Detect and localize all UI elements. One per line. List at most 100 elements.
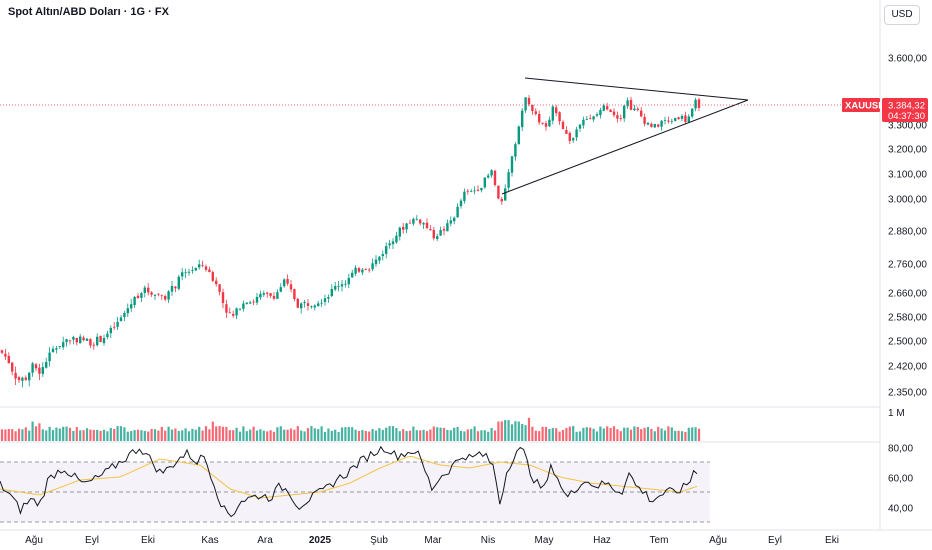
volume-bar [680, 431, 684, 441]
volume-bar [442, 427, 446, 441]
volume-bar [55, 427, 58, 441]
volume-bar [517, 421, 520, 441]
volume-bar [660, 428, 663, 441]
volume-bar [68, 427, 72, 441]
candle-body [34, 364, 38, 369]
candle-body [320, 302, 323, 304]
candle-body [228, 312, 231, 314]
candle-body [660, 120, 663, 127]
candle-body [72, 336, 75, 340]
volume-bar [221, 426, 225, 441]
volume-bar [432, 426, 435, 441]
volume-bar [385, 427, 388, 441]
rsi-line [0, 445, 698, 518]
trendline-upper[interactable] [524, 77, 749, 101]
candle-body [279, 287, 282, 292]
candle-body [126, 308, 129, 314]
volume-bar [113, 429, 116, 441]
candle-body [364, 269, 367, 270]
volume-bar [544, 426, 548, 441]
candle-body [402, 226, 405, 230]
time-axis-tick: Haz [593, 535, 611, 546]
candle-body [11, 362, 14, 372]
volume-bar [677, 430, 680, 441]
currency-button[interactable]: USD [884, 5, 920, 25]
volume-bar [405, 431, 408, 441]
volume-bar [116, 426, 119, 441]
candle-body [459, 200, 463, 207]
candle-body [412, 218, 415, 224]
candle-body [327, 297, 330, 299]
candle-body [167, 291, 170, 300]
candle-body [425, 222, 429, 229]
volume-bar [17, 428, 21, 441]
candle-body [130, 304, 133, 309]
volume-axis-tick: 1 M [888, 408, 905, 419]
volume-bar [493, 430, 497, 441]
candle-body [504, 188, 507, 201]
volume-bar [279, 426, 282, 441]
candle-body [524, 97, 527, 111]
time-axis-tick: Eyl [85, 535, 99, 546]
volume-bar [4, 429, 7, 441]
candle-body [595, 114, 599, 116]
candle-body [0, 350, 4, 353]
volume-bar [150, 428, 153, 441]
candle-body [466, 190, 469, 192]
candle-body [602, 105, 605, 111]
price-tag-symbol: XAUUSD [845, 101, 885, 112]
candle-body [170, 285, 174, 292]
volume-bar [157, 430, 160, 441]
candle-body [147, 287, 150, 293]
volume-bar [41, 429, 44, 441]
volume-bar [558, 431, 561, 441]
candle-body [89, 338, 92, 346]
volume-bar [425, 431, 429, 441]
price-tag: XAUUSD 3.384,32 04:37:30 [842, 98, 928, 122]
candle-body [119, 317, 123, 322]
volume-bar [483, 430, 486, 441]
volume-bar [140, 430, 143, 441]
volume-bar [272, 431, 276, 441]
candle-body [194, 267, 197, 271]
candle-body [429, 229, 432, 231]
candle-body [266, 292, 269, 294]
volume-bar [24, 427, 27, 441]
volume-bar [497, 421, 500, 441]
candle-body [453, 217, 456, 222]
candle-body [259, 293, 262, 298]
candle-body [276, 292, 279, 299]
volume-bar [534, 430, 537, 441]
volume-bar [296, 426, 299, 441]
price-tag-countdown: 04:37:30 [888, 111, 925, 122]
trendline-lower[interactable] [501, 99, 749, 195]
candle-body [684, 115, 687, 122]
volume-bar [102, 429, 106, 441]
volume-bar [198, 426, 201, 441]
candle-body [371, 263, 374, 270]
candle-body [51, 348, 55, 353]
candle-body [568, 132, 571, 141]
price-axis-tick: 2.580,00 [888, 313, 927, 324]
volume-bar [344, 427, 347, 441]
volume-bar [602, 428, 605, 441]
price-axis-tick: 2.660,00 [888, 289, 927, 300]
candle-body [612, 111, 616, 116]
volume-bar [572, 426, 575, 441]
candle-body [351, 272, 354, 278]
volume-bar [310, 426, 313, 441]
volume-bar [21, 429, 24, 441]
candle-body [541, 122, 544, 124]
candle-body [102, 338, 106, 344]
candle-body [497, 185, 500, 199]
time-axis-tick: Mar [424, 535, 442, 546]
candle-body [592, 116, 595, 120]
volume-bar [249, 429, 252, 441]
volume-bar [582, 427, 585, 441]
candle-body [62, 342, 65, 348]
volume-bar [232, 430, 235, 441]
volume-bar [245, 431, 248, 441]
candle-body [432, 230, 435, 239]
volume-bar [38, 423, 41, 441]
